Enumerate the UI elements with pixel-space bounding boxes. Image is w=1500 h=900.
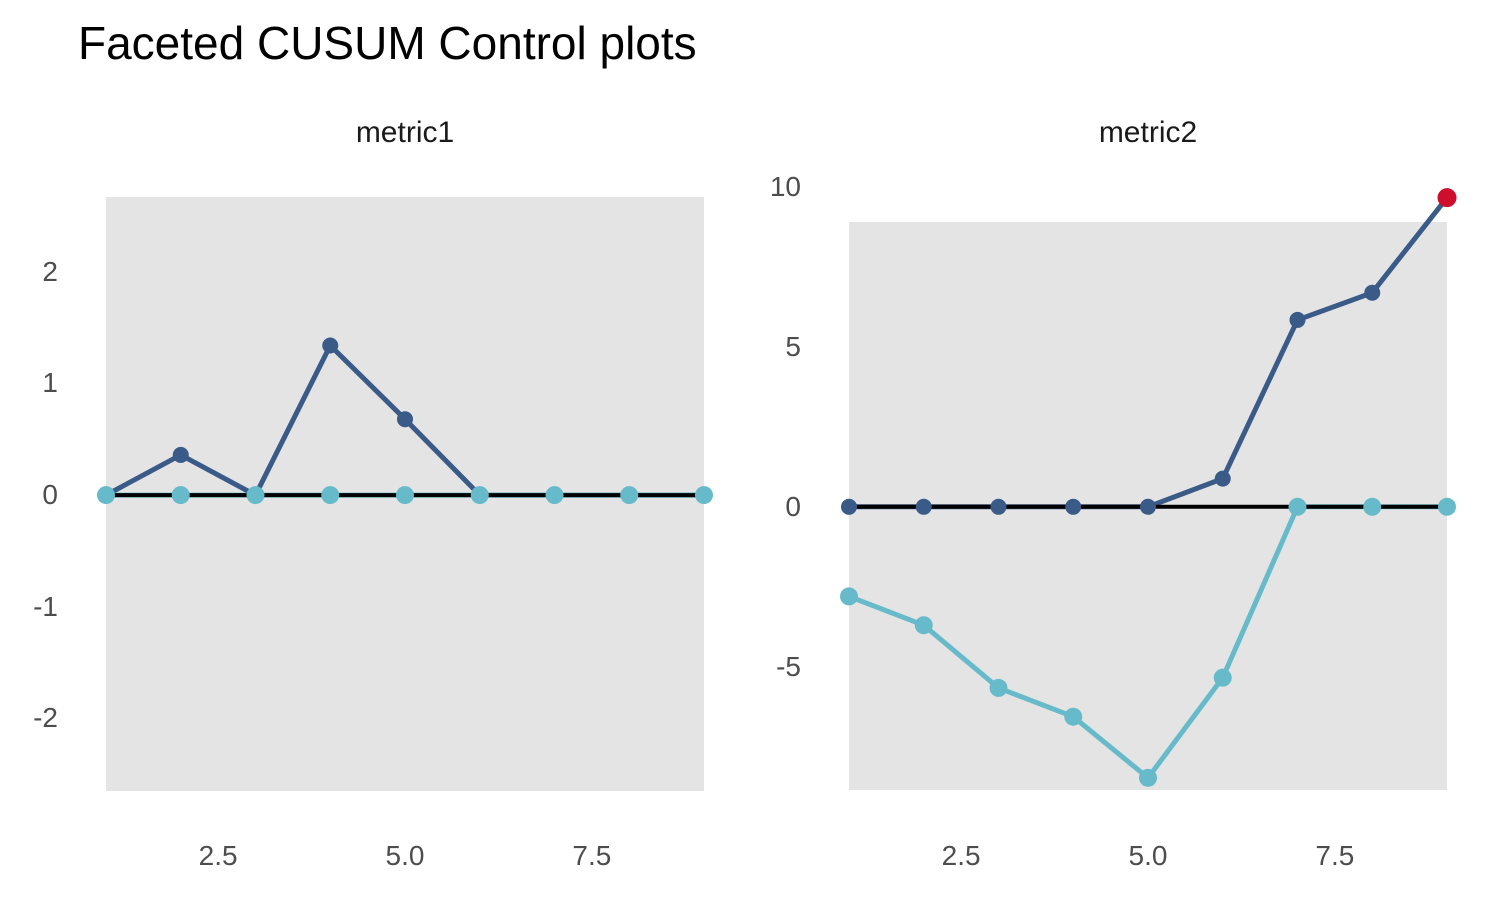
y-axis-tick-label-metric1: 1 (42, 367, 58, 399)
cusum_lower-point-metric2 (840, 587, 858, 606)
y-axis-tick-label-metric2: -5 (776, 650, 801, 682)
cusum_lower-point-metric1 (470, 486, 489, 505)
cusum_lower-point-metric1 (396, 486, 414, 505)
cusum_upper-line-metric2 (846, 195, 1450, 510)
y-axis-tick-label-metric2: 5 (785, 330, 801, 362)
cusum_lower-point-metric2 (1064, 707, 1083, 726)
facet-title-metric1: metric1 (355, 116, 455, 149)
y-axis-tick-label-metric1: 0 (42, 479, 58, 511)
cusum_upper-point-metric1 (172, 446, 189, 463)
y-axis-tick-label-metric1: -1 (33, 590, 58, 622)
x-axis-tick-label-metric1: 2.5 (198, 840, 238, 871)
cusum_lower-point-metric1 (695, 486, 713, 505)
y-axis-tick-label-metric1: 2 (42, 255, 58, 287)
facet-title-metric2: metric2 (1098, 116, 1198, 149)
cusum_lower-point-metric2 (1139, 768, 1157, 787)
x-axis-tick-label-metric2: 7.5 (1315, 840, 1355, 871)
cusum_lower-point-metric1 (97, 486, 115, 505)
cusum_upper-point-metric2 (1214, 470, 1231, 487)
cusum_lower-point-metric2 (1213, 668, 1232, 687)
violation-point-metric2 (1437, 188, 1457, 208)
cusum_lower-point-metric1 (321, 486, 340, 505)
cusum_lower-point-metric2 (1438, 497, 1456, 516)
x-axis-tick-label-metric1: 7.5 (572, 840, 612, 871)
cusum_upper-point-metric1 (322, 337, 339, 354)
cusum_lower-point-metric2 (989, 678, 1008, 697)
cusum_lower-point-metric1 (545, 486, 564, 505)
cusum_upper-point-metric2 (915, 498, 932, 515)
cusum_lower-point-metric1 (620, 486, 639, 505)
cusum_upper-point-metric2 (990, 498, 1007, 515)
cusum_upper-point-metric2 (1140, 498, 1156, 515)
cusum_lower-line-metric2 (846, 504, 1450, 781)
cusum_upper-point-metric2 (1364, 284, 1381, 301)
chart-title: Faceted CUSUM Control plots (78, 17, 697, 69)
x-axis-tick-label-metric2: 2.5 (941, 840, 981, 871)
y-axis-tick-label-metric2: 0 (785, 490, 801, 522)
y-axis-tick-label-metric2: 10 (769, 170, 801, 202)
cusum_lower-point-metric2 (914, 616, 933, 635)
cusum_upper-point-metric2 (1065, 498, 1082, 515)
cusum_lower-point-metric2 (1288, 497, 1307, 516)
cusum_lower-point-metric1 (246, 486, 265, 505)
x-axis-tick-label-metric1: 5.0 (385, 840, 425, 871)
x-axis-tick-label-metric2: 5.0 (1128, 840, 1168, 871)
cusum_upper-point-metric2 (841, 498, 857, 515)
cusum_lower-point-metric1 (171, 486, 190, 505)
cusum_upper-point-metric2 (1289, 311, 1306, 328)
y-axis-tick-label-metric1: -2 (33, 702, 58, 734)
cusum_lower-point-metric2 (1363, 497, 1382, 516)
cusum_upper-point-metric1 (397, 411, 413, 428)
